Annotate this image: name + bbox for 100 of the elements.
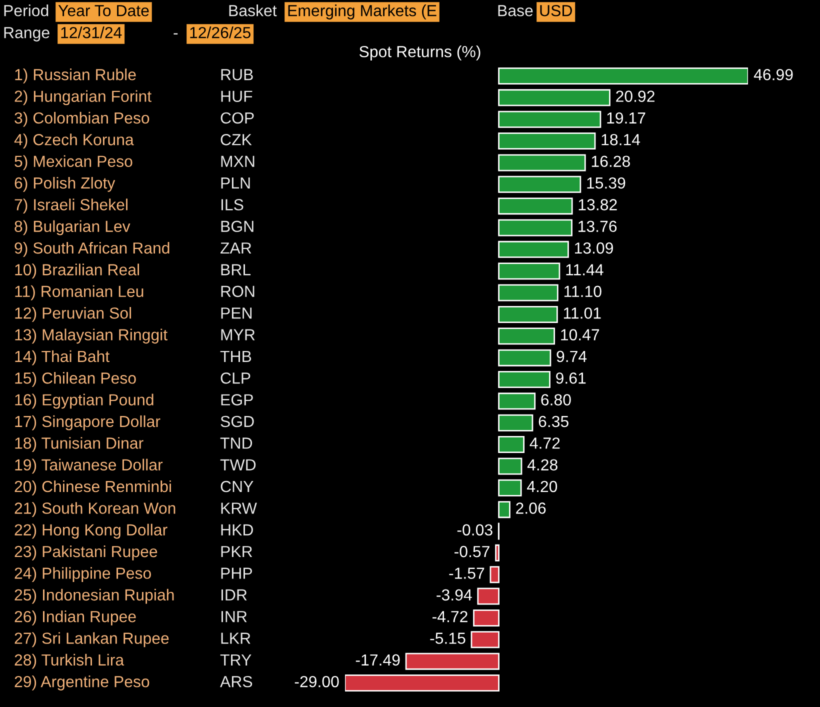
y-tick-label: 28) Turkish Lira <box>14 654 124 669</box>
bar <box>498 306 558 323</box>
data-label: 11.44 <box>566 264 604 276</box>
y2-tick-label: BGN <box>221 220 254 232</box>
bar <box>345 674 500 692</box>
y2-tick-label: HUF <box>221 90 252 102</box>
bar <box>498 328 556 345</box>
data-label: 9.61 <box>556 372 586 384</box>
y2-tick-label: CLP <box>220 372 250 384</box>
y2-tick-label: TND <box>220 438 252 449</box>
bar <box>477 588 500 605</box>
y-tick-label: 18) Tunisian Dinar <box>15 437 144 452</box>
y-tick-label: 3) Colombian Peso <box>14 112 150 127</box>
y-tick-label: 15) Chilean Peso <box>15 372 136 387</box>
y-tick-label: 6) Polish Zloty <box>14 176 116 192</box>
data-label: -4.72 <box>432 610 468 622</box>
text: Range <box>4 27 50 42</box>
y-tick-label: 14) Thai Baht <box>15 350 110 366</box>
y2-tick-label: RON <box>221 286 254 298</box>
data-label: 13.76 <box>578 220 617 232</box>
y2-tick-label: COP <box>220 112 254 124</box>
y2-tick-label: CZK <box>220 134 252 146</box>
bar <box>498 371 550 388</box>
text: - <box>174 33 178 35</box>
y-tick-label: 24) Philippine Peso <box>14 567 151 582</box>
bar <box>470 631 500 648</box>
y-tick-label: 19) Taiwanese Dollar <box>15 458 163 474</box>
data-label: 13.09 <box>574 242 613 254</box>
data-label: 13.82 <box>578 199 617 210</box>
text: Period <box>4 4 48 16</box>
bar <box>498 262 560 280</box>
data-label: 6.80 <box>541 394 571 406</box>
y2-tick-label: LKR <box>221 632 250 644</box>
bar <box>498 132 596 150</box>
y-tick-label: 4) Czech Koruna <box>14 134 134 148</box>
y2-tick-label: SGD <box>220 416 254 428</box>
y-tick-label: 21) South Korean Won <box>14 502 176 518</box>
bar <box>498 198 573 215</box>
y-tick-label: 7) Israeli Shekel <box>14 198 128 214</box>
y-tick-label: 20) Chinese Renminbi <box>14 480 171 496</box>
y2-tick-label: PLN <box>221 178 250 189</box>
data-label: -0.57 <box>454 546 490 558</box>
data-label: 15.39 <box>587 177 626 189</box>
data-label: 11.10 <box>564 286 602 298</box>
data-label: -3.94 <box>436 589 472 601</box>
bar <box>498 501 510 518</box>
y2-tick-label: TRY <box>220 654 252 666</box>
bar <box>498 154 586 172</box>
bar <box>498 414 534 432</box>
y2-tick-label: INR <box>221 611 247 622</box>
y2-tick-label: BRL <box>221 264 251 276</box>
y-tick-label: 17) Singapore Dollar <box>15 415 160 430</box>
bar <box>498 458 522 475</box>
bar <box>473 609 500 626</box>
text: USD <box>540 4 572 16</box>
y2-tick-label: HKD <box>221 524 253 536</box>
data-label: 6.35 <box>538 416 568 428</box>
y-tick-label: 26) Indian Rupee <box>14 610 136 626</box>
data-label: 20.92 <box>616 90 654 102</box>
data-label: -5.15 <box>430 632 466 644</box>
data-label: 16.28 <box>592 156 630 167</box>
bar <box>498 436 525 454</box>
y2-tick-label: ILS <box>221 199 244 210</box>
y2-tick-label: PKR <box>221 546 252 558</box>
text: Basket <box>229 4 277 16</box>
text: Year To Date <box>58 5 149 16</box>
y-tick-label: 22) Hong Kong Dollar <box>14 524 168 539</box>
y2-tick-label: TWD <box>220 459 256 470</box>
bar <box>498 479 522 496</box>
bar <box>498 349 552 366</box>
data-label: -29.00 <box>294 676 339 688</box>
y-tick-label: 25) Indonesian Rupiah <box>14 588 174 604</box>
y2-tick-label: CNY <box>220 480 254 492</box>
bar <box>490 566 500 584</box>
chart-title: Spot Returns (%) <box>359 46 480 60</box>
y-tick-label: 8) Bulgarian Lev <box>14 220 130 236</box>
y2-tick-label: PHP <box>221 568 252 579</box>
y2-tick-label: PEN <box>221 308 252 319</box>
text: 12/31/24 <box>61 26 122 38</box>
bar <box>405 652 500 670</box>
data-label: 9.74 <box>556 350 587 362</box>
y-tick-label: 27) Sri Lankan Rupee <box>14 632 169 648</box>
y-tick-label: 10) Brazilian Real <box>15 264 139 279</box>
y-tick-label: 16) Egyptian Pound <box>15 394 154 409</box>
bar <box>498 110 602 128</box>
bar <box>498 392 536 410</box>
data-label: 4.20 <box>526 480 558 492</box>
y2-tick-label: KRW <box>221 502 257 514</box>
y-tick-label: 29) Argentine Peso <box>14 676 150 690</box>
bar <box>498 219 572 236</box>
data-label: 4.28 <box>527 459 558 470</box>
text: Base <box>498 5 533 16</box>
data-label: -0.03 <box>457 524 492 536</box>
data-label: 4.72 <box>530 438 560 449</box>
bar <box>495 544 500 562</box>
y2-tick-label: MYR <box>221 329 255 340</box>
y-tick-label: 12) Peruvian Sol <box>15 307 132 322</box>
y2-tick-label: THB <box>220 350 252 362</box>
y-tick-label: 11) Romanian Leu <box>15 285 144 300</box>
bar <box>498 89 610 106</box>
